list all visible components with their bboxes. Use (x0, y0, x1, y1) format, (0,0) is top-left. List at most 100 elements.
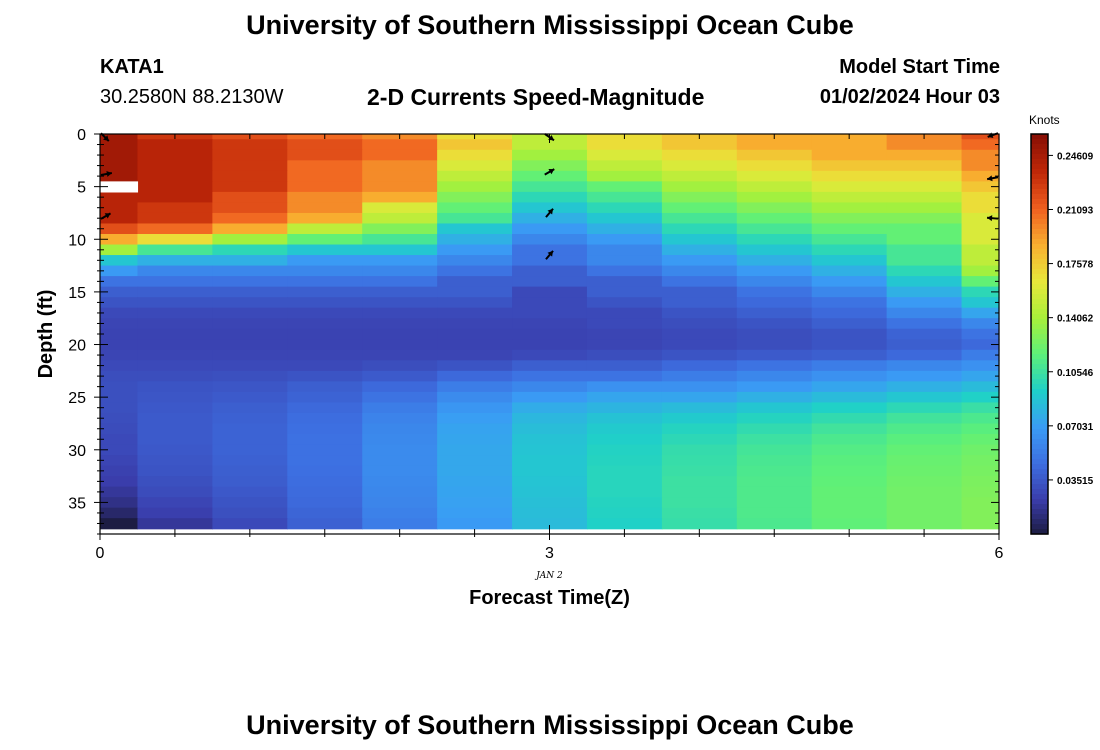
heatmap-cell (437, 423, 513, 435)
heatmap-cell (661, 497, 738, 509)
heatmap-cell (736, 486, 813, 498)
heatmap-cell (886, 297, 963, 309)
heatmap-cell (212, 139, 288, 151)
heatmap-cell (586, 360, 663, 372)
heatmap-cell (961, 318, 1000, 330)
heatmap-cell (362, 349, 438, 361)
heatmap-cell (886, 255, 963, 267)
heatmap-cell (736, 170, 813, 182)
heatmap-cell (512, 370, 588, 382)
heatmap-cell (437, 139, 513, 151)
heatmap-cell (212, 244, 288, 256)
heatmap-cell (886, 307, 963, 319)
heatmap-cell (137, 318, 213, 330)
x-tick-label: 0 (96, 545, 105, 562)
heatmap-cell (137, 170, 213, 182)
heatmap-cell (137, 423, 213, 435)
heatmap-cell (661, 318, 738, 330)
heatmap-cell (886, 191, 963, 204)
heatmap-cell (886, 339, 963, 351)
heatmap-cell (661, 486, 738, 498)
heatmap-cell (961, 339, 1000, 351)
heatmap-cell (811, 328, 888, 340)
heatmap-cell (736, 223, 813, 235)
heatmap-cell (362, 191, 438, 204)
heatmap-cell (661, 349, 738, 361)
heatmap-cell (661, 255, 738, 267)
heatmap-cell (287, 455, 363, 467)
heatmap-cell (736, 328, 813, 340)
heatmap-cell (886, 497, 963, 509)
heatmap-cell (437, 486, 513, 498)
heatmap-cell (661, 381, 738, 393)
colorbar-tick-label: 0.10546 (1057, 368, 1094, 379)
heatmap-cell (811, 265, 888, 277)
heatmap-cell (512, 318, 588, 330)
heatmap-cell (437, 276, 513, 288)
heatmap-cell (961, 465, 1000, 477)
heatmap-cell (100, 244, 139, 256)
heatmap-cell (437, 212, 513, 225)
heatmap-cell (512, 212, 588, 225)
heatmap-cell (886, 455, 963, 467)
current-arrow (544, 168, 555, 176)
heatmap-cell (287, 507, 363, 519)
heatmap-cell (886, 181, 963, 193)
heatmap-cell (100, 360, 139, 372)
heatmap-cell (212, 465, 288, 477)
heatmap-cell (287, 212, 363, 225)
heatmap-cell (212, 286, 288, 298)
heatmap-cell (886, 476, 963, 488)
heatmap-cell (362, 465, 438, 477)
x-tick-label: 3 (545, 545, 554, 562)
y-tick-label: 15 (68, 285, 86, 302)
heatmap-cell (661, 328, 738, 340)
heatmap-cell (512, 276, 588, 288)
heatmap-cell (811, 223, 888, 235)
heatmap-cell (100, 507, 139, 519)
heatmap-cell (661, 202, 738, 214)
heatmap-cell (212, 191, 288, 204)
heatmap-cell (137, 455, 213, 467)
heatmap-cell (287, 370, 363, 382)
heatmap-cell (137, 465, 213, 477)
heatmap-cell (437, 497, 513, 509)
heatmap-cell (961, 307, 1000, 319)
heatmap-cell (287, 202, 363, 214)
heatmap-cell (512, 149, 588, 161)
heatmap-cell (886, 244, 963, 256)
heatmap-cell (961, 170, 1000, 182)
current-arrow (545, 208, 554, 218)
heatmap-cell (661, 223, 738, 235)
heatmap-cell (736, 412, 813, 425)
heatmap-cell (961, 391, 1000, 404)
heatmap-cell (586, 444, 663, 456)
heatmap-cell (437, 360, 513, 372)
heatmap-cell (100, 170, 139, 182)
heatmap-cell (512, 423, 588, 435)
current-arrows (100, 132, 999, 260)
heatmap-cell (362, 412, 438, 425)
heatmap-cell (287, 497, 363, 509)
heatmap-cell (886, 402, 963, 414)
heatmap-cell (961, 412, 1000, 425)
heatmap-cell (886, 160, 963, 172)
heatmap-cell (137, 191, 213, 204)
heatmap-cell (212, 434, 288, 446)
heatmap-cell (137, 412, 213, 425)
heatmap-cell (100, 476, 139, 488)
heatmap-cell (100, 286, 139, 298)
heatmap-cell (661, 465, 738, 477)
heatmap-cell (362, 244, 438, 256)
heatmap-cell (586, 244, 663, 256)
heatmap-cell (886, 518, 963, 530)
heatmap-cell (586, 423, 663, 435)
heatmap-cell (137, 518, 213, 530)
heatmap-cell (137, 255, 213, 267)
heatmap-cell (137, 486, 213, 498)
colorbar-tick-label: 0.21093 (1057, 205, 1094, 216)
heatmap-cell (661, 286, 738, 298)
heatmap-cell (287, 444, 363, 456)
heatmap-cell (886, 170, 963, 182)
heatmap-cell (212, 444, 288, 456)
